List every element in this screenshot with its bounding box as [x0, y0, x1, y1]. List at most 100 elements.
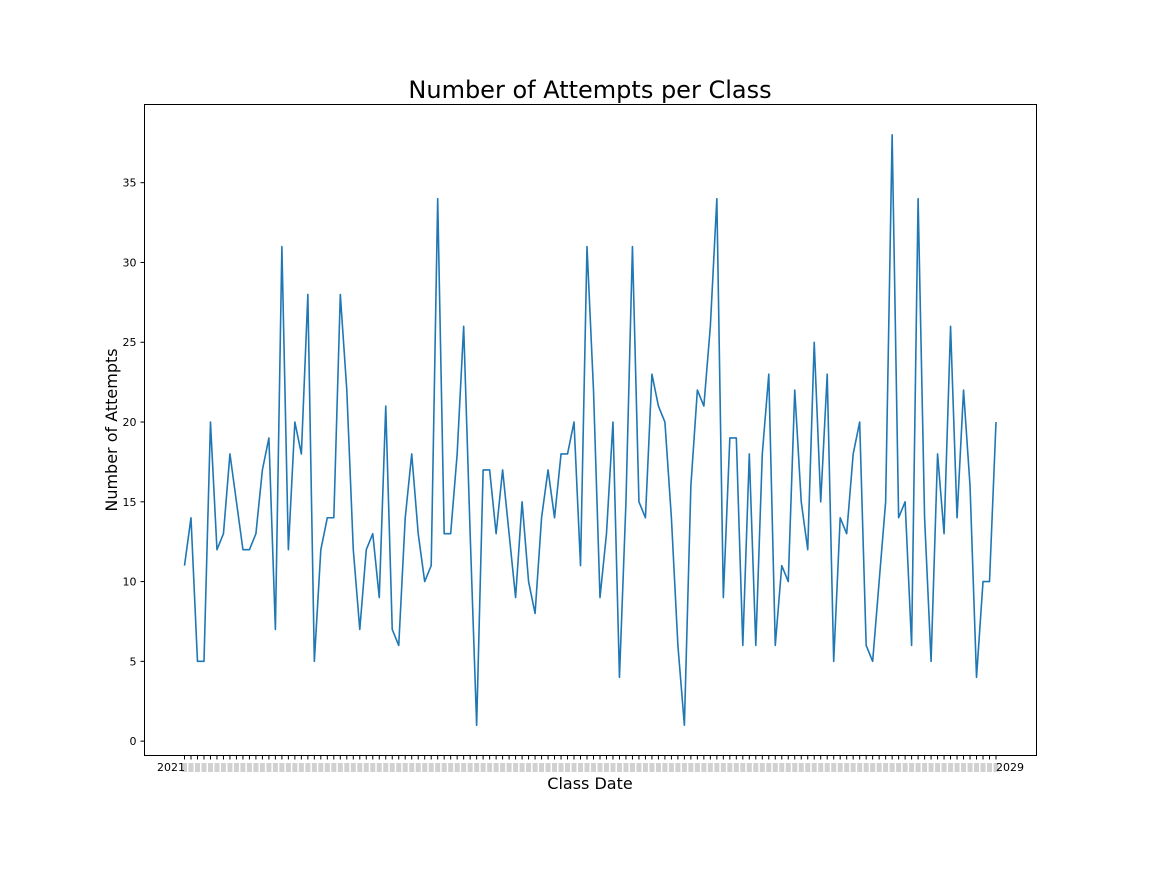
x-tick-label-mark	[526, 763, 532, 772]
x-tick-label-mark	[629, 763, 635, 772]
x-tick-label-mark	[513, 763, 519, 772]
x-tick-label-mark	[642, 763, 648, 772]
x-tick-label-mark	[798, 763, 804, 772]
y-tick-label: 25	[123, 336, 137, 349]
x-tick-label-mark	[467, 763, 473, 772]
x-tick-label-mark	[811, 763, 817, 772]
x-tick-label-mark	[500, 763, 506, 772]
x-tick-label-mark	[915, 763, 921, 772]
x-tick-label-first: 2021	[157, 761, 185, 774]
x-tick-label-mark	[720, 763, 726, 772]
x-tick-label-mark	[571, 763, 577, 772]
x-tick-label-mark	[409, 763, 415, 772]
x-tick-label-mark	[655, 763, 661, 772]
x-tick-label-mark	[227, 763, 233, 772]
x-tick-label-mark	[928, 763, 934, 772]
x-tick-label-mark	[584, 763, 590, 772]
x-tick-label-mark	[785, 763, 791, 772]
y-tick-label: 20	[123, 416, 137, 429]
x-tick-label-mark	[922, 763, 928, 772]
x-tick-label-mark	[220, 763, 226, 772]
x-tick-label-mark	[909, 763, 915, 772]
x-tick-label-mark	[844, 763, 850, 772]
x-tick-label-mark	[941, 763, 947, 772]
x-tick-label-mark	[207, 763, 213, 772]
x-tick-label-mark	[188, 763, 194, 772]
x-tick-label-mark	[850, 763, 856, 772]
x-tick-label-mark	[616, 763, 622, 772]
x-tick-label-mark	[694, 763, 700, 772]
x-tick-label-mark	[948, 763, 954, 772]
x-tick-label-mark	[474, 763, 480, 772]
x-tick-label-mark	[863, 763, 869, 772]
x-tick-label-mark	[603, 763, 609, 772]
x-tick-label-mark	[974, 763, 980, 772]
x-tick-label-mark	[441, 763, 447, 772]
x-tick-label-mark	[727, 763, 733, 772]
plot-frame	[144, 104, 1037, 756]
x-tick-label-mark	[539, 763, 545, 772]
x-tick-label-mark	[454, 763, 460, 772]
x-tick-label-mark	[857, 763, 863, 772]
y-tick-label: 0	[130, 735, 137, 748]
x-tick-label-mark	[733, 763, 739, 772]
x-tick-label-mark	[818, 763, 824, 772]
x-tick-label-mark	[961, 763, 967, 772]
y-tick-label: 35	[123, 177, 137, 190]
x-tick-label-mark	[519, 763, 525, 772]
y-tick-label: 15	[123, 496, 137, 509]
series-line	[183, 134, 997, 726]
x-tick-label-mark	[896, 763, 902, 772]
x-tick-label-mark	[253, 763, 259, 772]
x-tick-label-mark	[772, 763, 778, 772]
x-tick-label-mark	[688, 763, 694, 772]
x-tick-label-mark	[805, 763, 811, 772]
x-tick-label-mark	[194, 763, 200, 772]
x-tick-label-mark	[714, 763, 720, 772]
x-tick-label-mark	[590, 763, 596, 772]
x-tick-label-mark	[902, 763, 908, 772]
x-tick-label-mark	[662, 763, 668, 772]
x-tick-label-mark	[370, 763, 376, 772]
x-tick-label-mark	[766, 763, 772, 772]
x-tick-label-mark	[824, 763, 830, 772]
x-tick-label-mark	[831, 763, 837, 772]
y-tick-label: 10	[123, 576, 137, 589]
x-tick-label-mark	[272, 763, 278, 772]
x-tick-label-mark	[435, 763, 441, 772]
x-tick-label-mark	[636, 763, 642, 772]
x-tick-label-mark	[259, 763, 265, 772]
x-tick-label-mark	[506, 763, 512, 772]
x-tick-label-mark	[837, 763, 843, 772]
x-tick-label-mark	[746, 763, 752, 772]
x-tick-label-mark	[954, 763, 960, 772]
x-tick-label-mark	[240, 763, 246, 772]
x-tick-label-mark	[876, 763, 882, 772]
x-tick-label-mark	[363, 763, 369, 772]
x-tick-label-mark	[753, 763, 759, 772]
x-tick-label-mark	[311, 763, 317, 772]
x-tick-label-mark	[681, 763, 687, 772]
x-tick-label-mark	[649, 763, 655, 772]
x-tick-label-mark	[266, 763, 272, 772]
x-tick-label-mark	[610, 763, 616, 772]
chart-title: Number of Attempts per Class	[408, 76, 771, 104]
x-tick-label-mark	[967, 763, 973, 772]
x-tick-label-mark	[182, 763, 187, 772]
x-tick-label-mark	[402, 763, 408, 772]
x-tick-label-mark	[545, 763, 551, 772]
x-tick-label-mark	[883, 763, 889, 772]
x-tick-label-mark	[565, 763, 571, 772]
x-tick-label-mark	[870, 763, 876, 772]
x-tick-label-mark	[428, 763, 434, 772]
x-tick-label-mark	[350, 763, 356, 772]
x-tick-label-mark	[779, 763, 785, 772]
x-axis-label: Class Date	[547, 774, 632, 793]
x-tick-label-mark	[578, 763, 584, 772]
x-tick-label-mark	[668, 763, 674, 772]
x-tick-label-last: 2029	[996, 761, 1024, 774]
x-tick-label-mark	[415, 763, 421, 772]
x-tick-label-mark	[233, 763, 239, 772]
